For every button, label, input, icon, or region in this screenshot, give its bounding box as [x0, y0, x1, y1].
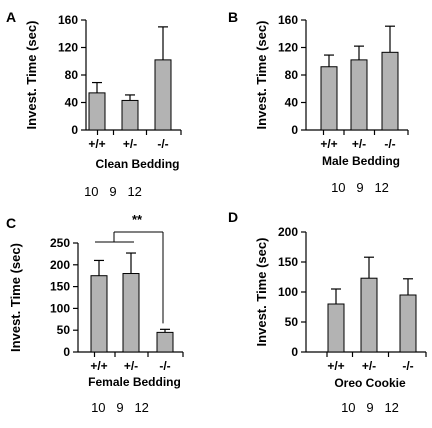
y-axis-title: Invest. Time (sec) [8, 243, 23, 352]
y-tick-label: 0 [63, 345, 70, 359]
x-axis-title: Female Bedding [88, 375, 181, 389]
y-tick-label: 120 [278, 41, 298, 55]
y-tick-label: 50 [285, 315, 299, 329]
bar [154, 59, 172, 131]
sample-size-label: 10 9 12 [341, 400, 399, 415]
x-category-label: +/- [123, 137, 137, 151]
bar [121, 99, 139, 131]
y-tick-label: 250 [50, 236, 70, 250]
x-axis-title: Male Bedding [322, 154, 400, 168]
y-tick-label: 40 [65, 96, 79, 110]
y-tick-label: 160 [58, 13, 78, 27]
panel-letter: B [228, 9, 238, 25]
x-axis-title: Oreo Cookie [334, 376, 406, 390]
chart-panel-a: A Invest. Time (sec) 0 40 80 120 160 +/+ +/- -/- C… [6, 9, 182, 199]
x-category-label: +/+ [320, 137, 337, 151]
x-category-label: +/- [352, 137, 366, 151]
x-category-label: -/- [159, 359, 170, 373]
bar [90, 275, 108, 353]
y-tick-label: 150 [50, 280, 70, 294]
bar [381, 51, 399, 131]
y-tick-label: 150 [278, 255, 298, 269]
x-category-label: +/+ [88, 137, 105, 151]
bar [399, 294, 417, 353]
chart-panel-d: D Invest. Time (sec) 0 50 100 150 200 +/+ +/- -/-… [228, 209, 427, 415]
x-category-label: -/- [157, 137, 168, 151]
y-tick-label: 80 [285, 68, 299, 82]
bar [320, 66, 338, 131]
bar [88, 92, 106, 131]
bar [360, 277, 378, 353]
y-tick-label: 0 [71, 123, 78, 137]
x-axis-title: Clean Bedding [95, 157, 179, 171]
sample-size-label: 10 9 12 [84, 184, 142, 199]
y-axis-title: Invest. Time (sec) [254, 21, 269, 130]
y-axis-title: Invest. Time (sec) [24, 21, 39, 130]
y-tick-label: 120 [58, 41, 78, 55]
y-tick-label: 80 [65, 68, 79, 82]
y-axis-title: Invest. Time (sec) [254, 238, 269, 347]
x-category-label: +/+ [327, 359, 344, 373]
x-category-label: -/- [384, 137, 395, 151]
chart-panel-c: C Invest. Time (sec) 0 50 100 150 200 250 +/+ +/-… [6, 212, 184, 415]
panel-letter: C [6, 215, 16, 231]
bar [327, 303, 345, 353]
y-tick-label: 160 [278, 13, 298, 27]
chart-panel-b: B Invest. Time (sec) 0 40 80 120 160 +/+ +/- -/- M… [228, 9, 409, 195]
bar [122, 273, 140, 353]
y-tick-label: 50 [57, 323, 71, 337]
sample-size-label: 10 9 12 [91, 400, 149, 415]
y-tick-label: 0 [291, 345, 298, 359]
y-tick-label: 200 [50, 258, 70, 272]
bar [350, 59, 368, 131]
y-tick-label: 40 [285, 96, 299, 110]
significance-marker: ** [132, 212, 143, 227]
panel-letter: D [228, 209, 238, 225]
x-category-label: +/- [362, 359, 376, 373]
x-category-label: -/- [402, 359, 413, 373]
y-tick-label: 200 [278, 225, 298, 239]
x-category-label: +/- [124, 359, 138, 373]
y-tick-label: 100 [278, 285, 298, 299]
panel-letter: A [6, 9, 16, 25]
y-tick-label: 0 [291, 123, 298, 137]
sample-size-label: 10 9 12 [331, 180, 389, 195]
y-tick-label: 100 [50, 301, 70, 315]
bar [156, 331, 174, 353]
x-category-label: +/+ [90, 359, 107, 373]
